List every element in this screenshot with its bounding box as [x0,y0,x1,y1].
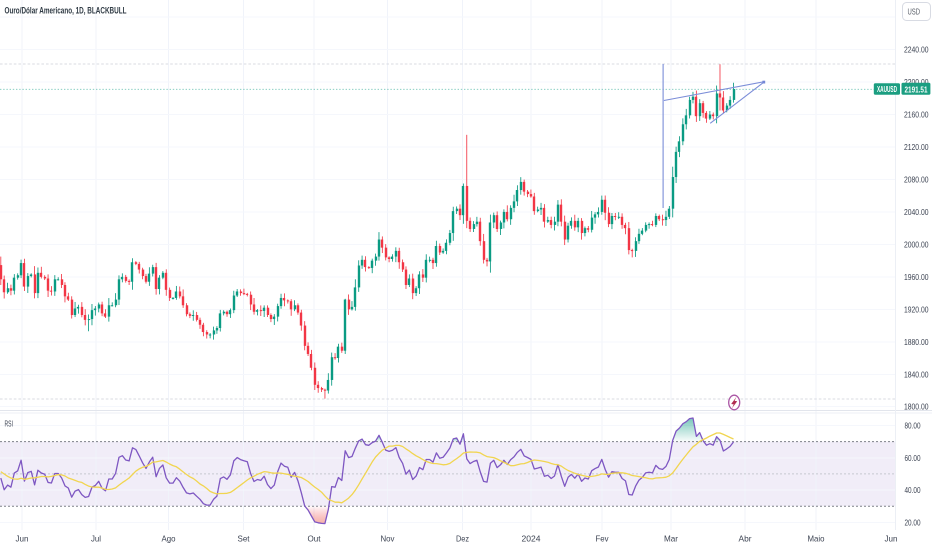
svg-text:60.00: 60.00 [905,453,921,463]
svg-text:Jun: Jun [885,534,898,544]
svg-text:Jul: Jul [91,534,101,544]
svg-text:2040.00: 2040.00 [904,207,929,217]
svg-text:2200.00: 2200.00 [904,77,929,87]
svg-text:Out: Out [308,534,322,544]
svg-text:2120.00: 2120.00 [904,142,929,152]
svg-text:20.00: 20.00 [905,517,921,527]
svg-text:2191.51: 2191.51 [905,84,928,94]
svg-text:1920.00: 1920.00 [904,304,929,314]
svg-text:2080.00: 2080.00 [904,175,929,185]
svg-text:40.00: 40.00 [905,485,921,495]
svg-text:Ouro/Dólar Americano, 1D, BLAC: Ouro/Dólar Americano, 1D, BLACKBULL [5,5,127,15]
svg-text:USD: USD [908,8,921,17]
svg-text:2024: 2024 [522,534,541,544]
svg-text:Jun: Jun [16,534,29,544]
svg-text:1800.00: 1800.00 [904,402,929,412]
svg-text:XAUUSD: XAUUSD [877,85,897,94]
svg-text:2240.00: 2240.00 [904,45,929,55]
svg-text:1880.00: 1880.00 [904,337,929,347]
svg-text:Nov: Nov [381,534,396,544]
svg-text:80.00: 80.00 [905,421,921,431]
svg-text:Abr: Abr [739,534,752,544]
svg-text:Set: Set [238,534,251,544]
svg-text:1840.00: 1840.00 [904,369,929,379]
svg-text:Dez: Dez [456,534,469,544]
svg-text:Ago: Ago [162,534,176,544]
svg-text:Fev: Fev [596,534,610,544]
svg-text:2000.00: 2000.00 [904,239,929,249]
svg-text:2160.00: 2160.00 [904,110,929,120]
svg-text:RSI: RSI [5,420,14,429]
svg-text:Mar: Mar [664,534,678,544]
svg-text:1960.00: 1960.00 [904,272,929,282]
svg-text:Maio: Maio [808,534,825,544]
